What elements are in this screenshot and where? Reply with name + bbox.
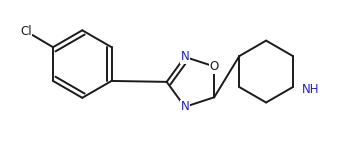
Text: Cl: Cl xyxy=(20,25,32,38)
Text: NH: NH xyxy=(302,83,320,96)
Text: O: O xyxy=(210,60,219,73)
Text: N: N xyxy=(180,100,189,113)
Text: N: N xyxy=(180,50,189,63)
